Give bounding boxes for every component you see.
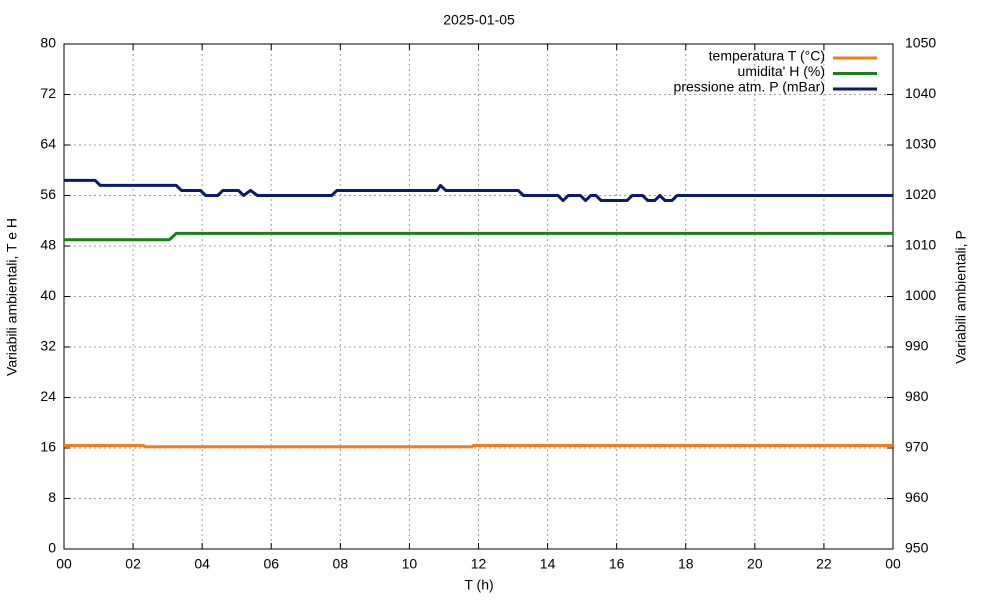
y2-axis-label: Variabili ambientali, P	[953, 230, 969, 364]
legend-label: temperatura T (°C)	[709, 48, 825, 64]
x-tick-label: 06	[263, 556, 279, 572]
x-tick-label: 18	[678, 556, 694, 572]
y-tick-label: 16	[40, 439, 56, 455]
data-line	[64, 231, 893, 242]
y2-tick-label: 970	[905, 439, 929, 455]
plot-frame	[63, 43, 894, 550]
y2-tick-label: 1000	[905, 287, 936, 303]
legend-label: umidita' H (%)	[738, 63, 825, 79]
x-tick-label: 10	[402, 556, 418, 572]
x-tick-label: 14	[540, 556, 556, 572]
y-tick-label: 24	[40, 388, 56, 404]
x-axis-label: T (h)	[464, 577, 493, 593]
y2-tick-label: 990	[905, 338, 929, 354]
y2-tick-label: 1010	[905, 237, 936, 253]
x-tick-label: 20	[747, 556, 763, 572]
data-line	[64, 178, 893, 203]
x-tick-label: 02	[125, 556, 141, 572]
y-tick-label: 8	[48, 489, 56, 505]
x-tick-label: 08	[333, 556, 349, 572]
y-tick-label: 40	[40, 287, 56, 303]
y-tick-label: 72	[40, 85, 56, 101]
legend-label: pressione atm. P (mBar)	[674, 79, 825, 95]
y-tick-label: 32	[40, 338, 56, 354]
y-tick-label: 0	[48, 540, 56, 556]
y2-tick-label: 960	[905, 489, 929, 505]
y2-tick-label: 950	[905, 540, 929, 556]
y2-tick-label: 1030	[905, 136, 936, 152]
y2-tick-label: 1040	[905, 85, 936, 101]
y-tick-label: 80	[40, 35, 56, 51]
y-tick-label: 48	[40, 237, 56, 253]
chart-title: 2025-01-05	[443, 12, 515, 28]
y2-tick-label: 1050	[905, 35, 936, 51]
x-tick-label: 16	[609, 556, 625, 572]
x-tick-label: 22	[816, 556, 832, 572]
y-axis-label: Variabili ambientali, T e H	[4, 218, 20, 376]
y-tick-label: 64	[40, 136, 56, 152]
x-tick-label: 00	[885, 556, 901, 572]
y2-tick-label: 1020	[905, 186, 936, 202]
data-line	[64, 443, 893, 449]
x-tick-label: 00	[56, 556, 72, 572]
y-tick-label: 56	[40, 186, 56, 202]
x-tick-label: 04	[194, 556, 210, 572]
y2-tick-label: 980	[905, 388, 929, 404]
x-tick-label: 12	[471, 556, 487, 572]
